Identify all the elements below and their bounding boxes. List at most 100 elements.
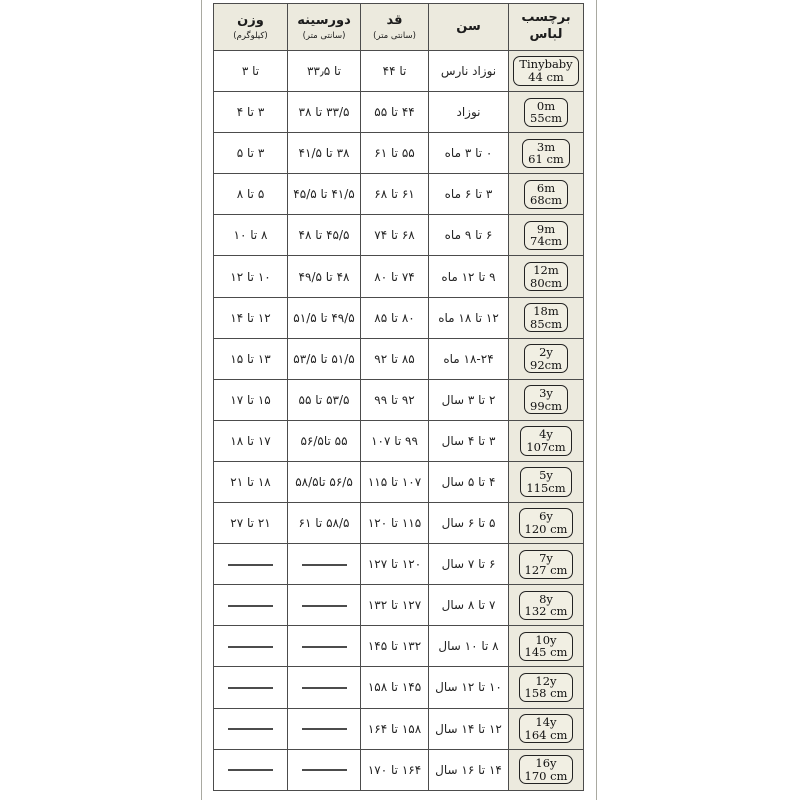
- table-row: 14y 164 cm ۱۲ تا ۱۴ سال ۱۵۸ تا ۱۶۴: [213, 707, 584, 750]
- weight-value: ۳ تا ۵: [236, 146, 265, 161]
- weight-cell: تا ۳: [213, 49, 288, 93]
- size-label-badge: 16y 170 cm: [518, 755, 574, 785]
- chest-cell: ۵۳/۵ تا ۵۵: [287, 378, 361, 421]
- height-value: ۷۴ تا ۸۰: [374, 269, 415, 284]
- empty-value-dash: [301, 645, 347, 648]
- height-cell: ۱۶۴ تا ۱۷۰: [360, 748, 429, 791]
- chest-value: ۴۱/۵ تا ۴۵/۵: [293, 187, 355, 202]
- badge-size-cm: 107cm: [526, 439, 566, 454]
- age-value: ۹ تا ۱۲ ماه: [441, 269, 496, 284]
- weight-cell: ۳ تا ۴: [213, 91, 288, 134]
- weight-value: ۱۷ تا ۱۸: [230, 433, 271, 448]
- badge-size-cm: 127 cm: [524, 563, 568, 578]
- size-chart-table-wrap: برچسب لباس سن قد (سانتی متر) دورسینه (سانتی م…: [213, 3, 584, 791]
- chest-cell: ۴۹/۵ تا ۵۱/۵: [287, 296, 361, 339]
- chest-value: ۵۳/۵ تا ۵۵: [298, 392, 350, 407]
- weight-cell: ۱۳ تا ۱۵: [213, 337, 288, 380]
- weight-value: تا ۳: [241, 64, 260, 79]
- badge-size-code: 12y: [535, 673, 557, 688]
- age-cell: ۲ تا ۳ سال: [428, 378, 509, 421]
- height-cell: ۹۲ تا ۹۹: [360, 378, 429, 421]
- weight-value: ۸ تا ۱۰: [233, 228, 268, 243]
- badge-size-cm: 61 cm: [528, 152, 564, 167]
- age-value: نوزاد: [456, 105, 481, 120]
- table-row: 4y 107cm ۳ تا ۴ سال ۹۹ تا ۱۰۷ ۵۵ تا۵۶/۵ ۱۷ تا…: [213, 419, 584, 462]
- height-cell: ۱۰۷ تا ۱۱۵: [360, 460, 429, 504]
- label-cell: 16y 170 cm: [508, 748, 584, 791]
- column-header-weight: وزن (کیلوگرم): [213, 3, 288, 51]
- table-row: 6y 120 cm ۵ تا ۶ سال ۱۱۵ تا ۱۲۰ ۵۸/۵ تا ۶۱ ۲۱…: [213, 502, 584, 545]
- size-label-badge: 2y 92cm: [524, 344, 568, 374]
- badge-size-code: 4y: [539, 427, 553, 442]
- height-cell: ۱۴۵ تا ۱۵۸: [360, 666, 429, 709]
- height-value: ۱۶۴ تا ۱۷۰: [367, 762, 422, 777]
- chest-value: ۳۸ تا ۴۱/۵: [298, 146, 350, 161]
- badge-size-cm: 132 cm: [524, 604, 568, 619]
- height-cell: ۶۸ تا ۷۴: [360, 214, 429, 257]
- age-value: ۱۰ تا ۱۲ سال: [435, 680, 502, 695]
- weight-value: ۳ تا ۴: [236, 105, 265, 120]
- label-cell: 2y 92cm: [508, 337, 584, 380]
- height-value: ۶۸ تا ۷۴: [374, 228, 415, 243]
- chest-cell: [287, 748, 361, 791]
- chest-cell: [287, 666, 361, 709]
- badge-size-cm: 164 cm: [524, 727, 568, 742]
- badge-size-cm: 74cm: [530, 234, 562, 249]
- table-row: 18m 85cm ۱۲ تا ۱۸ ماه ۸۰ تا ۸۵ ۴۹/۵ تا ۵۱/۵ ۱…: [213, 296, 584, 339]
- badge-size-cm: 158 cm: [524, 686, 568, 701]
- chest-value: ۵۵ تا۵۶/۵: [300, 433, 348, 448]
- chest-cell: تا ۳۳٫۵: [287, 49, 361, 93]
- badge-size-cm: 145 cm: [524, 645, 568, 660]
- weight-cell: [213, 748, 288, 791]
- age-cell: نوزاد: [428, 91, 509, 134]
- chest-cell: ۵۱/۵ تا ۵۳/۵: [287, 337, 361, 380]
- label-cell: Tinybaby 44 cm: [508, 49, 584, 93]
- weight-value: ۱۵ تا ۱۷: [230, 392, 271, 407]
- height-value: ۱۲۷ تا ۱۳۲: [367, 598, 422, 613]
- label-cell: 3m 61 cm: [508, 132, 584, 175]
- label-cell: 8y 132 cm: [508, 584, 584, 627]
- badge-size-cm: 115cm: [526, 480, 566, 495]
- weight-cell: ۲۱ تا ۲۷: [213, 502, 288, 545]
- badge-size-code: 8y: [539, 591, 553, 606]
- age-cell: ۸ تا ۱۰ سال: [428, 625, 509, 668]
- column-subtitle: (سانتی متر): [373, 30, 416, 41]
- age-value: نوزاد نارس: [440, 64, 497, 79]
- age-cell: ۳ تا ۴ سال: [428, 419, 509, 462]
- badge-size-code: 3m: [536, 139, 556, 154]
- height-value: ۱۳۲ تا ۱۴۵: [367, 639, 422, 654]
- weight-cell: ۱۷ تا ۱۸: [213, 419, 288, 462]
- height-value: ۱۱۵ تا ۱۲۰: [367, 516, 422, 531]
- column-subtitle: (کیلوگرم): [233, 30, 268, 41]
- weight-value: ۲۱ تا ۲۷: [230, 516, 271, 531]
- weight-value: ۵ تا ۸: [236, 187, 265, 202]
- badge-size-cm: 55cm: [530, 111, 562, 126]
- height-value: تا ۴۴: [382, 64, 407, 79]
- size-label-badge: 12m 80cm: [524, 261, 568, 292]
- badge-size-cm: 68cm: [530, 193, 562, 208]
- label-cell: 0m 55cm: [508, 91, 584, 134]
- height-value: ۱۴۵ تا ۱۵۸: [367, 680, 422, 695]
- column-title: دورسینه: [297, 13, 351, 29]
- age-value: ۴ تا ۵ سال: [441, 474, 496, 489]
- age-cell: ۱۲ تا ۱۸ ماه: [428, 296, 509, 339]
- chest-cell: [287, 625, 361, 668]
- badge-size-code: Tinybaby: [519, 57, 573, 72]
- badge-size-code: 3y: [539, 386, 553, 401]
- badge-size-cm: 92cm: [530, 357, 562, 372]
- size-label-badge: 7y 127 cm: [518, 549, 574, 579]
- weight-cell: [213, 707, 288, 750]
- badge-size-cm: 170 cm: [524, 768, 568, 783]
- table-row: 3m 61 cm ۰ تا ۳ ماه ۵۵ تا ۶۱ ۳۸ تا ۴۱/۵ ۳ تا …: [213, 132, 584, 175]
- column-title: وزن: [237, 13, 264, 29]
- size-label-badge: 12y 158 cm: [518, 672, 574, 703]
- chest-cell: ۳۳/۵ تا ۳۸: [287, 91, 361, 134]
- chest-cell: [287, 543, 361, 586]
- height-cell: تا ۴۴: [360, 49, 429, 93]
- weight-value: ۱۳ تا ۱۵: [230, 351, 271, 366]
- age-value: ۶ تا ۷ سال: [441, 557, 496, 572]
- chest-cell: ۵۵ تا۵۶/۵: [287, 419, 361, 462]
- table-row: 9m 74cm ۶ تا ۹ ماه ۶۸ تا ۷۴ ۴۵/۵ تا ۴۸ ۸ تا ۱…: [213, 214, 584, 257]
- age-value: ۱۲ تا ۱۸ ماه: [438, 310, 499, 325]
- label-cell: 12y 158 cm: [508, 666, 584, 709]
